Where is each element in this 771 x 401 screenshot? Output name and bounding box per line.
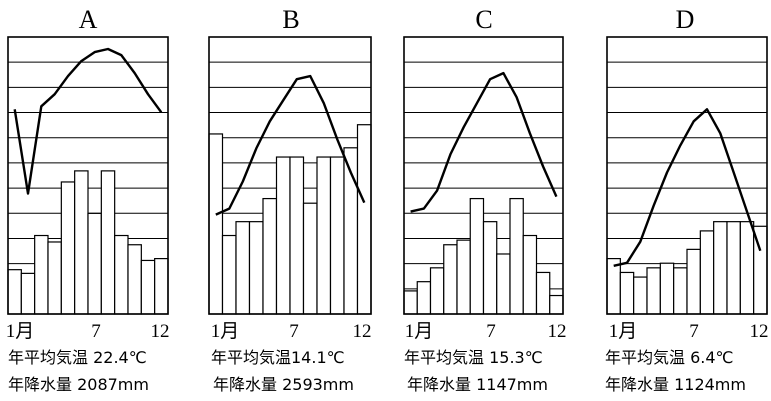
precip-bar [235, 221, 251, 315]
precip-bar [673, 267, 688, 315]
precip-bar [619, 271, 635, 315]
chart-frame [208, 36, 372, 315]
precip-bar [47, 241, 62, 315]
caption-temperature: 年平均気温 22.4℃ [8, 348, 147, 367]
precip-bar [686, 248, 701, 315]
precip-bar [549, 294, 564, 315]
x-tick-label: 7 [91, 321, 101, 342]
precip-bar [87, 212, 102, 315]
caption-temperature: 年平均気温 6.4℃ [605, 348, 734, 367]
precip-bar [208, 133, 224, 315]
precip-bar [509, 197, 524, 315]
precip-bar [535, 271, 551, 315]
chart-title: D [676, 5, 695, 34]
precip-bar [221, 234, 237, 315]
caption-temperature: 年平均気温14.1℃ [211, 348, 345, 367]
chart-panel-b: B 1月 7 12 年平均気温14.1℃ 年降水量 2593mm [208, 5, 372, 394]
chart-title: A [79, 5, 98, 34]
precip-bar [482, 221, 498, 315]
precip-bar [34, 234, 49, 315]
precip-bar [496, 253, 511, 315]
x-tick-label: 12 [151, 321, 170, 342]
precip-bar [60, 181, 76, 315]
precip-bar [633, 276, 648, 315]
x-tick-label: 7 [289, 321, 299, 342]
caption-precipitation: 年降水量 1147mm [407, 375, 548, 394]
precip-bar [659, 262, 675, 315]
precip-bar [356, 124, 372, 315]
precip-bar [248, 221, 264, 315]
precip-bar [416, 281, 432, 315]
caption-precipitation: 年降水量 2087mm [8, 375, 149, 394]
x-tick-label: 12 [353, 321, 372, 342]
precip-bar [7, 269, 22, 315]
chart-title: B [282, 5, 299, 34]
precip-bar [20, 272, 36, 315]
x-tick-label: 1月 [609, 321, 638, 342]
precip-bar [302, 202, 318, 315]
x-tick-label: 12 [548, 321, 567, 342]
caption-precipitation: 年降水量 2593mm [213, 375, 354, 394]
precip-bar [140, 259, 156, 315]
precip-bar [739, 221, 755, 315]
chart-frame [403, 36, 564, 315]
precip-bar [429, 267, 445, 315]
x-tick-label: 7 [689, 321, 699, 342]
precip-bar [606, 258, 621, 315]
precip-bar [726, 221, 741, 315]
precip-bar [329, 156, 345, 315]
precip-bar [275, 156, 291, 315]
x-tick-label: 7 [486, 321, 496, 342]
x-tick-label: 1月 [405, 321, 434, 342]
precip-bar [262, 197, 278, 315]
precip-bar [713, 221, 728, 315]
x-tick-label: 12 [750, 321, 769, 342]
temperature-line [410, 71, 558, 213]
precip-bar [114, 234, 129, 315]
chart-panel-c: C 1月 7 12 年平均気温 15.3℃ 年降水量 1147mm [403, 5, 567, 394]
chart-frame [7, 36, 169, 315]
precip-bar [522, 234, 538, 315]
precip-bar [443, 244, 458, 315]
temperature-line [613, 108, 762, 267]
temperature-line [13, 47, 163, 195]
caption-precipitation: 年降水量 1124mm [605, 375, 746, 394]
precip-bar [456, 239, 471, 315]
precip-bar [154, 258, 169, 315]
caption-temperature: 年平均気温 15.3℃ [404, 348, 543, 367]
x-tick-label: 1月 [211, 321, 240, 342]
precip-bar [646, 267, 661, 315]
chart-title: C [475, 5, 492, 34]
temperature-line [215, 74, 366, 216]
precip-bar [316, 156, 332, 315]
chart-panel-d: D 1月 7 12 年平均気温 6.4℃ 年降水量 1124mm [605, 5, 769, 394]
chart-frame [606, 36, 768, 315]
precip-bar [403, 290, 418, 315]
precip-bar [127, 244, 142, 315]
x-tick-label: 1月 [6, 321, 35, 342]
precip-bar [100, 170, 116, 315]
precip-bar [74, 170, 89, 315]
precip-bar [699, 230, 715, 315]
precip-bar [469, 197, 485, 315]
precip-bar [289, 156, 305, 315]
